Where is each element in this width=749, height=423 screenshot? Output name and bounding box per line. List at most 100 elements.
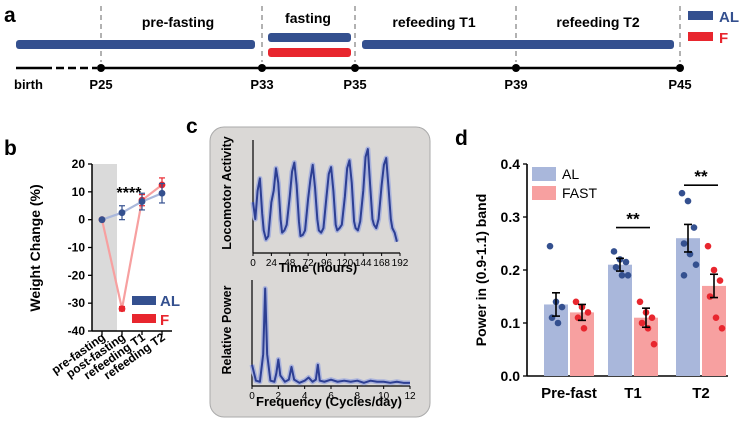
legend-d-al-label: AL [562,166,579,182]
chart-b-annotation: **** [117,185,143,202]
chart-b-point-al [138,198,146,205]
chart-c-bottom-trace [251,287,410,384]
chart-c-top-xtick-label: 0 [250,258,256,269]
chart-c-top-trace [252,148,398,242]
chart-d-ytick-label: 0.2 [501,262,521,278]
chart-d-point-al [624,272,632,279]
chart-c-bottom-xlabel: Frequency (Cycles/day) [256,394,402,409]
chart-d-significance-label: ** [694,167,708,186]
timeline-label-p45: P45 [668,77,691,92]
timeline-label-birth: birth [14,77,43,92]
timepoint-p45 [676,64,684,72]
chart-c-bottom-xtick-label: 12 [404,391,416,402]
timepoint-p39 [512,64,520,72]
chart-d-ytick-label: 0.1 [501,315,521,331]
legend-f-swatch [688,32,713,41]
panel-b: b Weight Change (%) -40-30-20-1001020pre… [4,137,180,382]
chart-b-line-f [100,184,163,309]
chart-d-point-al [684,197,692,205]
chart-d-point-al [610,248,618,255]
phase-pre-fasting: pre-fasting [142,14,214,30]
chart-d-point-fast [710,266,718,274]
legend-b-al-swatch [132,296,156,305]
chart-c-bottom-xtick-label: 4 [302,391,308,402]
phase-fasting: fasting [285,10,331,26]
chart-d-xtick-label: T1 [624,385,642,402]
chart-b-ytick-label: -10 [68,241,86,255]
al-bar-refeed [362,40,674,49]
chart-d-point-al [554,319,562,327]
timepoint-p35 [351,64,359,72]
panel-c-label: c [186,115,198,138]
panel-b-label: b [4,137,17,160]
panel-d-label: d [455,127,468,150]
legend-d-fast-swatch [532,186,556,200]
panel-d: d Power in (0.9-1.1) band 0.0 0.1 0.2 0.3 0.… [455,127,728,402]
chart-d-point-fast [718,325,726,332]
timepoint-p25 [97,64,105,72]
chart-d-point-al [558,303,566,311]
timeline-label-p39: P39 [504,77,527,92]
chart-c-bottom-xtick-label: 6 [328,391,334,402]
chart-c-top: 0 24 48 72 96 120 144 168 192 [250,140,409,269]
chart-b-ytick-label: 10 [72,185,86,199]
chart-c-bottom-xtick-label: 2 [276,391,282,402]
chart-d-point-al [546,242,554,250]
chart-c-top-xtick-label: 192 [392,258,409,269]
chart-b-ytick-label: -30 [68,296,86,310]
chart-c-top-xtick-label: 96 [321,258,333,269]
chart-c-bottom-ylabel: Relative Power [220,285,234,374]
chart-b-ytick-label: 0 [78,213,85,227]
chart-d-point-al [618,272,626,279]
chart-b-series [98,177,166,313]
panel-c: c Locomotor Activity 0 24 48 72 96 120 144 168 1… [186,115,431,418]
chart-d-point-fast [636,298,644,306]
chart-b-point-al [118,209,126,217]
chart-d-point-al [622,258,630,266]
chart-d-point-fast [638,319,646,327]
legend-f-label: F [719,30,728,47]
chart-c-top-xtick-label: 72 [303,258,315,269]
chart-d-point-fast [574,314,582,322]
timeline-label-p25: P25 [89,77,112,92]
chart-b-point-al [98,216,106,224]
chart-c-top-xtick-label: 24 [266,258,278,269]
chart-c-bottom: 0 2 4 6 8 10 12 [249,280,416,402]
legend-al-swatch [688,11,713,20]
chart-d-ytick-label: 0.0 [501,368,521,384]
chart-d-xtick-label: T2 [692,385,710,402]
chart-d-point-al [692,261,700,269]
chart-c-bottom-xtick-label: 0 [249,391,255,402]
chart-d-point-fast [704,242,712,250]
chart-b-line-al [101,192,163,221]
chart-b-shade [92,164,117,331]
chart-d-xtick-label: Pre-fast [541,385,597,402]
chart-c-bottom-xtick-label: 10 [378,391,390,402]
chart-d-bar-fast [570,312,594,376]
chart-c-top-xlabel: Time (hours) [279,260,358,275]
chart-d-significance-label: ** [626,210,640,229]
chart-b-ytick-label: -20 [68,268,86,282]
chart-d-point-fast [712,314,720,322]
chart-d-point-fast [580,325,588,332]
chart-d-point-fast [648,314,656,322]
chart-b-point-al [158,189,166,197]
chart-c-top-xtick-label: 48 [284,258,296,269]
panel-a: a pre-fasting fasting refeeding T1 refee… [4,4,739,92]
chart-d-bar-al [608,264,632,376]
phase-refeeding-t2: refeeding T2 [556,14,639,30]
chart-d-point-al [680,240,688,247]
timeline-label-p35: P35 [343,77,366,92]
chart-b-ytick-label: 20 [72,157,86,171]
chart-d-significance: ** ** [616,167,718,229]
chart-d-ytick-label: 0.3 [501,209,521,225]
chart-d-point-al [690,224,698,231]
legend-b-f-label: F [160,312,169,329]
chart-c-top-xtick-label: 144 [355,258,372,269]
timeline-label-p33: P33 [250,77,273,92]
chart-d-bar-al [676,238,700,376]
panel-a-label: a [4,4,16,27]
chart-d-point-fast [716,277,724,284]
chart-d-ylabel: Power in (0.9-1.1) band [473,194,489,346]
